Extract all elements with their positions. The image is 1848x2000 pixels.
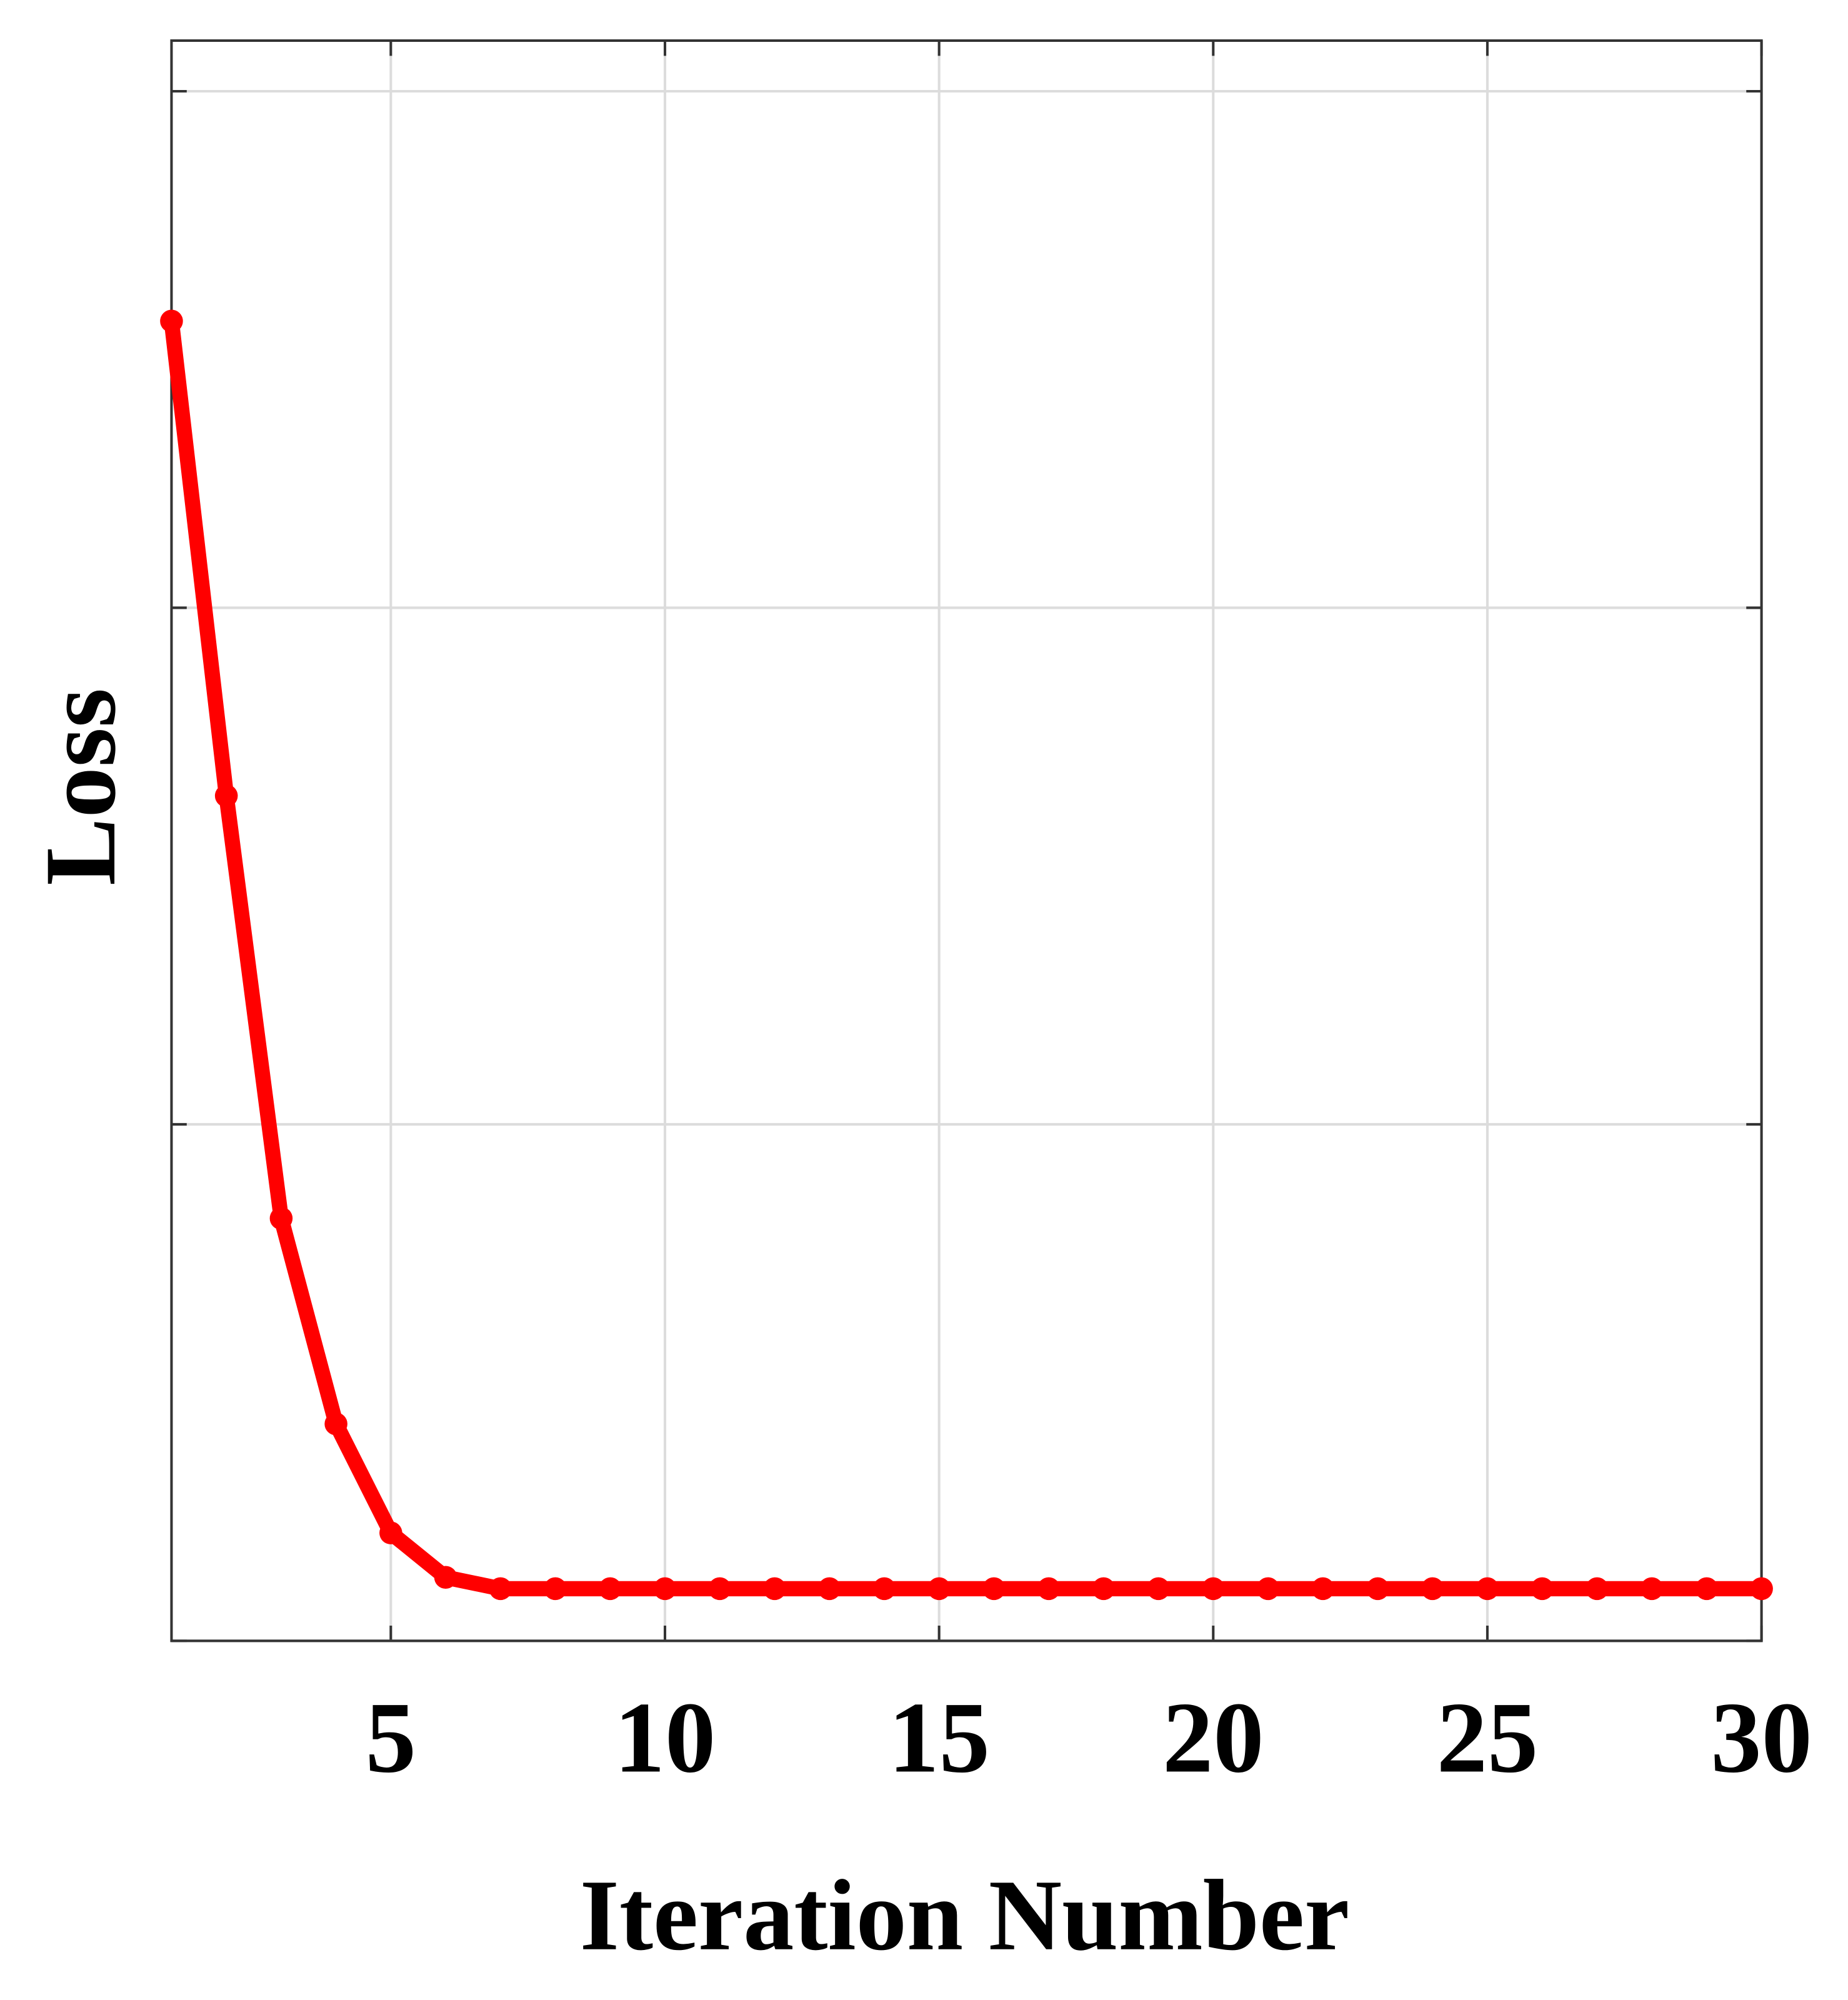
- data-line: [164, 320, 1762, 1597]
- data-point: [927, 1577, 951, 1601]
- data-point: [214, 784, 238, 808]
- x-tick-label: 15: [888, 1682, 989, 1794]
- data-point: [653, 1577, 677, 1601]
- data-point: [599, 1577, 622, 1601]
- x-tick-label: 20: [1162, 1682, 1264, 1794]
- data-point: [1750, 1577, 1773, 1601]
- data-point: [1366, 1577, 1389, 1601]
- x-tick-label: 10: [614, 1682, 716, 1794]
- data-point: [379, 1521, 402, 1544]
- data-point: [1421, 1577, 1444, 1601]
- data-point: [817, 1577, 841, 1601]
- data-point: [544, 1577, 567, 1601]
- data-point: [1037, 1577, 1061, 1601]
- data-point: [1202, 1577, 1225, 1601]
- data-point: [1092, 1577, 1116, 1601]
- data-point: [1256, 1577, 1280, 1601]
- data-point: [269, 1207, 293, 1230]
- x-tick-label: 5: [366, 1682, 416, 1794]
- data-point: [1586, 1577, 1609, 1601]
- data-point: [1695, 1577, 1719, 1601]
- data-point: [1476, 1577, 1499, 1601]
- data-point: [489, 1577, 512, 1601]
- data-point: [160, 309, 183, 333]
- plot-frame: [170, 39, 1763, 1642]
- data-point: [872, 1577, 896, 1601]
- data-point: [1311, 1577, 1335, 1601]
- y-axis-label: Loss: [24, 688, 137, 886]
- data-point: [708, 1577, 732, 1601]
- x-axis-label: Iteration Number: [580, 1859, 1350, 1972]
- data-point: [1531, 1577, 1554, 1601]
- data-point: [763, 1577, 786, 1601]
- data-point: [324, 1412, 347, 1436]
- data-point: [434, 1566, 457, 1589]
- data-point: [982, 1577, 1006, 1601]
- data-point: [1640, 1577, 1664, 1601]
- x-tick-label: 25: [1437, 1682, 1538, 1794]
- x-tick-label: 30: [1711, 1682, 1812, 1794]
- data-point: [1147, 1577, 1170, 1601]
